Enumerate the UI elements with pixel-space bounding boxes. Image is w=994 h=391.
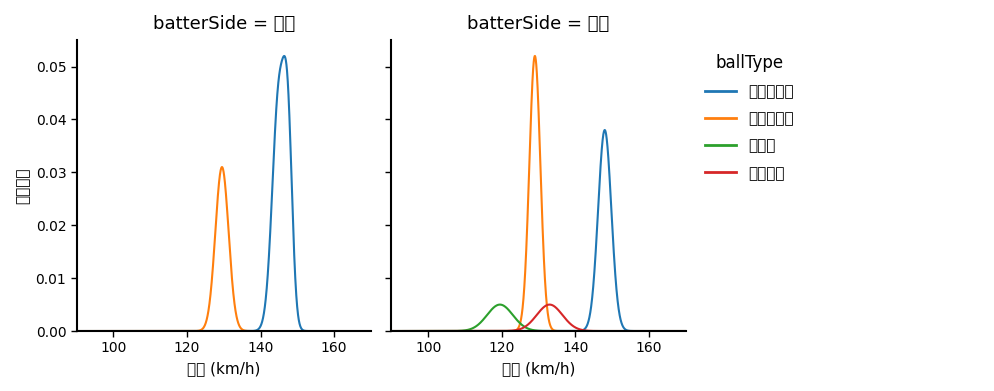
スライダー	[71, 329, 83, 334]
ストレート	[278, 54, 290, 58]
スライダー	[529, 54, 541, 58]
Line: スライダー: スライダー	[77, 167, 371, 331]
スライダー	[85, 329, 97, 334]
Legend: ストレート, スライダー, カーブ, シンカー: ストレート, スライダー, カーブ, シンカー	[699, 48, 799, 187]
スライダー	[356, 329, 368, 334]
ストレート	[520, 329, 532, 334]
カーブ	[493, 302, 505, 307]
Y-axis label: 確率密度: 確率密度	[15, 167, 30, 204]
シンカー	[670, 329, 682, 334]
カーブ	[670, 329, 682, 334]
ストレート	[365, 329, 377, 334]
ストレート	[671, 329, 683, 334]
ストレート	[356, 329, 368, 334]
ストレート	[616, 325, 628, 329]
カーブ	[520, 326, 532, 330]
Line: ストレート: ストレート	[77, 56, 371, 331]
ストレート	[206, 329, 218, 334]
シンカー	[616, 329, 628, 334]
スライダー	[528, 54, 540, 59]
ストレート	[401, 329, 413, 334]
スライダー	[206, 276, 218, 281]
ストレート	[528, 329, 540, 334]
ストレート	[302, 329, 314, 334]
Line: ストレート: ストレート	[391, 130, 685, 331]
X-axis label: 球速 (km/h): 球速 (km/h)	[187, 361, 260, 376]
シンカー	[385, 329, 397, 334]
スライダー	[365, 329, 377, 334]
スライダー	[671, 329, 683, 334]
スライダー	[616, 329, 628, 334]
スライダー	[520, 237, 532, 242]
シンカー	[543, 302, 555, 307]
シンカー	[401, 329, 413, 334]
Line: シンカー: シンカー	[391, 305, 685, 331]
ストレート	[385, 329, 397, 334]
カーブ	[401, 329, 413, 334]
ストレート	[85, 329, 97, 334]
カーブ	[679, 329, 691, 334]
スライダー	[670, 329, 682, 334]
Title: batterSide = 右打: batterSide = 右打	[152, 15, 294, 33]
ストレート	[670, 329, 682, 334]
スライダー	[401, 329, 413, 334]
カーブ	[671, 329, 683, 334]
ストレート	[679, 329, 691, 334]
シンカー	[671, 329, 683, 334]
Line: スライダー: スライダー	[391, 56, 685, 331]
ストレート	[356, 329, 368, 334]
ストレート	[214, 329, 226, 334]
Line: カーブ: カーブ	[391, 305, 685, 331]
スライダー	[302, 329, 314, 334]
スライダー	[216, 165, 228, 169]
カーブ	[616, 329, 628, 334]
Title: batterSide = 左打: batterSide = 左打	[467, 15, 609, 33]
スライダー	[679, 329, 691, 334]
カーブ	[385, 329, 397, 334]
スライダー	[356, 329, 368, 334]
X-axis label: 球速 (km/h): 球速 (km/h)	[501, 361, 575, 376]
シンカー	[528, 316, 540, 320]
ストレート	[598, 128, 610, 133]
カーブ	[528, 328, 540, 333]
ストレート	[71, 329, 83, 334]
スライダー	[385, 329, 397, 334]
シンカー	[679, 329, 691, 334]
シンカー	[520, 323, 532, 328]
スライダー	[214, 174, 226, 178]
